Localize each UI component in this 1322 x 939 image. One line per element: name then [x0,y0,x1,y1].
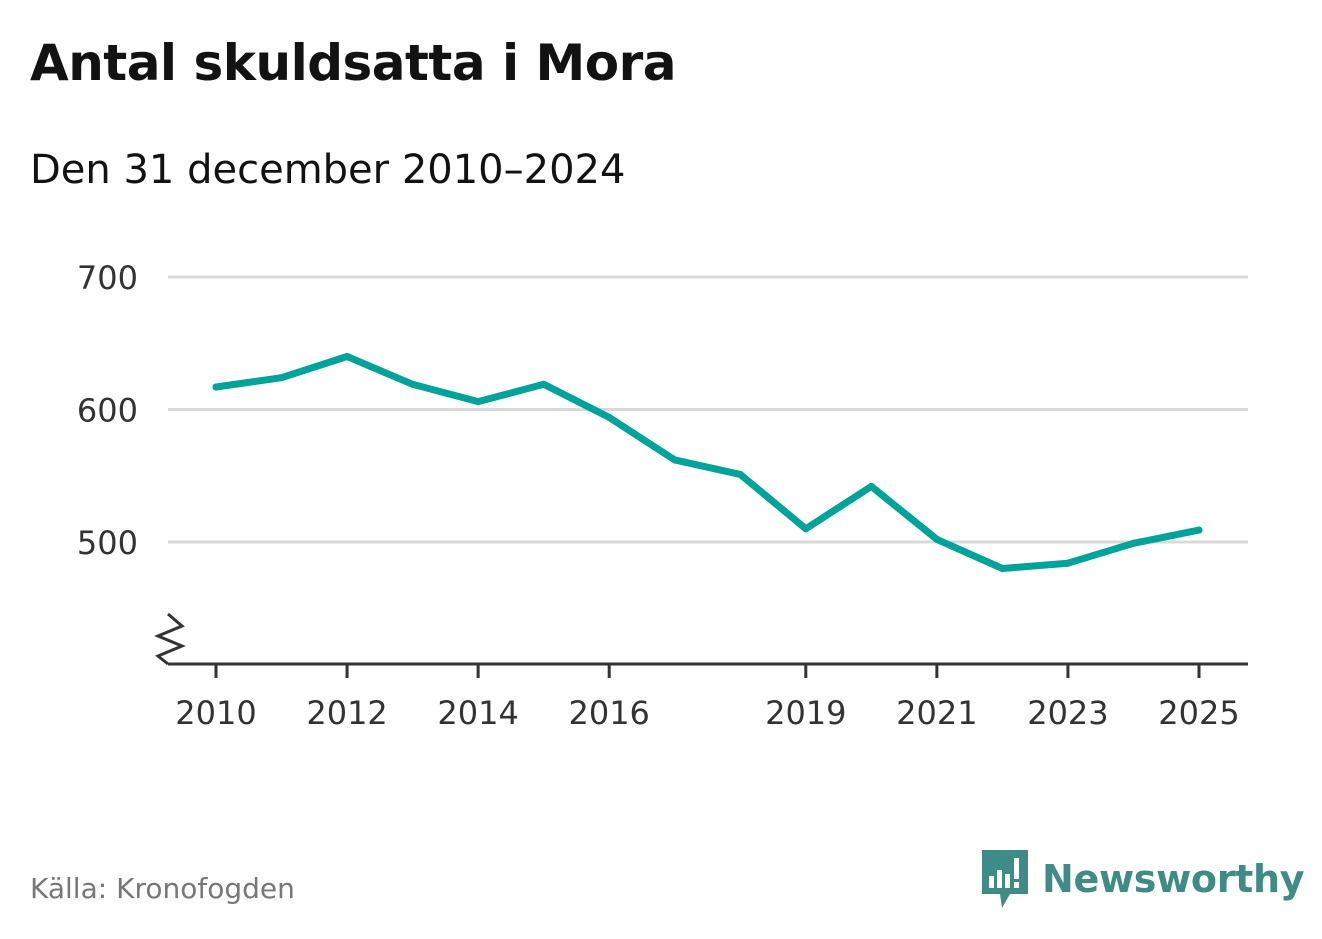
grid-layer: 500 600 700 [77,259,1248,562]
x-tick-label-2019: 2019 [765,694,846,732]
series-line-0 [212,353,1203,572]
axis-layer: 2010 2012 2014 2016 2019 2021 2023 2025 [154,612,1248,732]
data-point-2014 [474,398,482,406]
chart-title: Antal skuldsatta i Mora [30,34,677,92]
x-tick-label-2023: 2023 [1027,694,1108,732]
data-point-2013 [409,380,417,388]
data-point-2016 [605,413,613,421]
y-tick-label-600: 600 [77,392,138,430]
data-point-2022 [998,565,1006,572]
series-layer [212,353,1203,572]
data-point-2024 [1130,539,1137,547]
data-point-2015 [540,380,548,388]
y-tick-label-700: 700 [77,259,138,297]
data-point-2025 [1195,526,1203,534]
data-point-2010 [212,383,220,391]
data-point-2012 [343,353,351,360]
x-tick-label-2010: 2010 [175,694,256,732]
x-tick-label-2014: 2014 [437,694,518,732]
data-point-2020 [867,482,875,490]
brand-name: Newsworthy [1042,857,1305,901]
x-tick-label-2025: 2025 [1158,694,1239,732]
axis-break-icon [154,612,186,666]
y-tick-label-500: 500 [77,524,138,562]
data-point-2023 [1064,559,1072,567]
data-point-2017 [671,456,679,464]
brand-logo: Newsworthy [980,848,1305,910]
newsworthy-logo-icon [982,850,1028,908]
source-credit: Källa: Kronofogden [30,872,295,905]
x-tick-label-2021: 2021 [896,694,977,732]
data-point-2019 [802,525,810,533]
data-point-2011 [278,374,285,382]
x-tick-label-2012: 2012 [306,694,387,732]
chart-subtitle: Den 31 december 2010–2024 [30,147,626,193]
data-point-2021 [933,535,941,543]
x-tick-label-2016: 2016 [568,694,649,732]
data-point-2018 [736,470,744,478]
